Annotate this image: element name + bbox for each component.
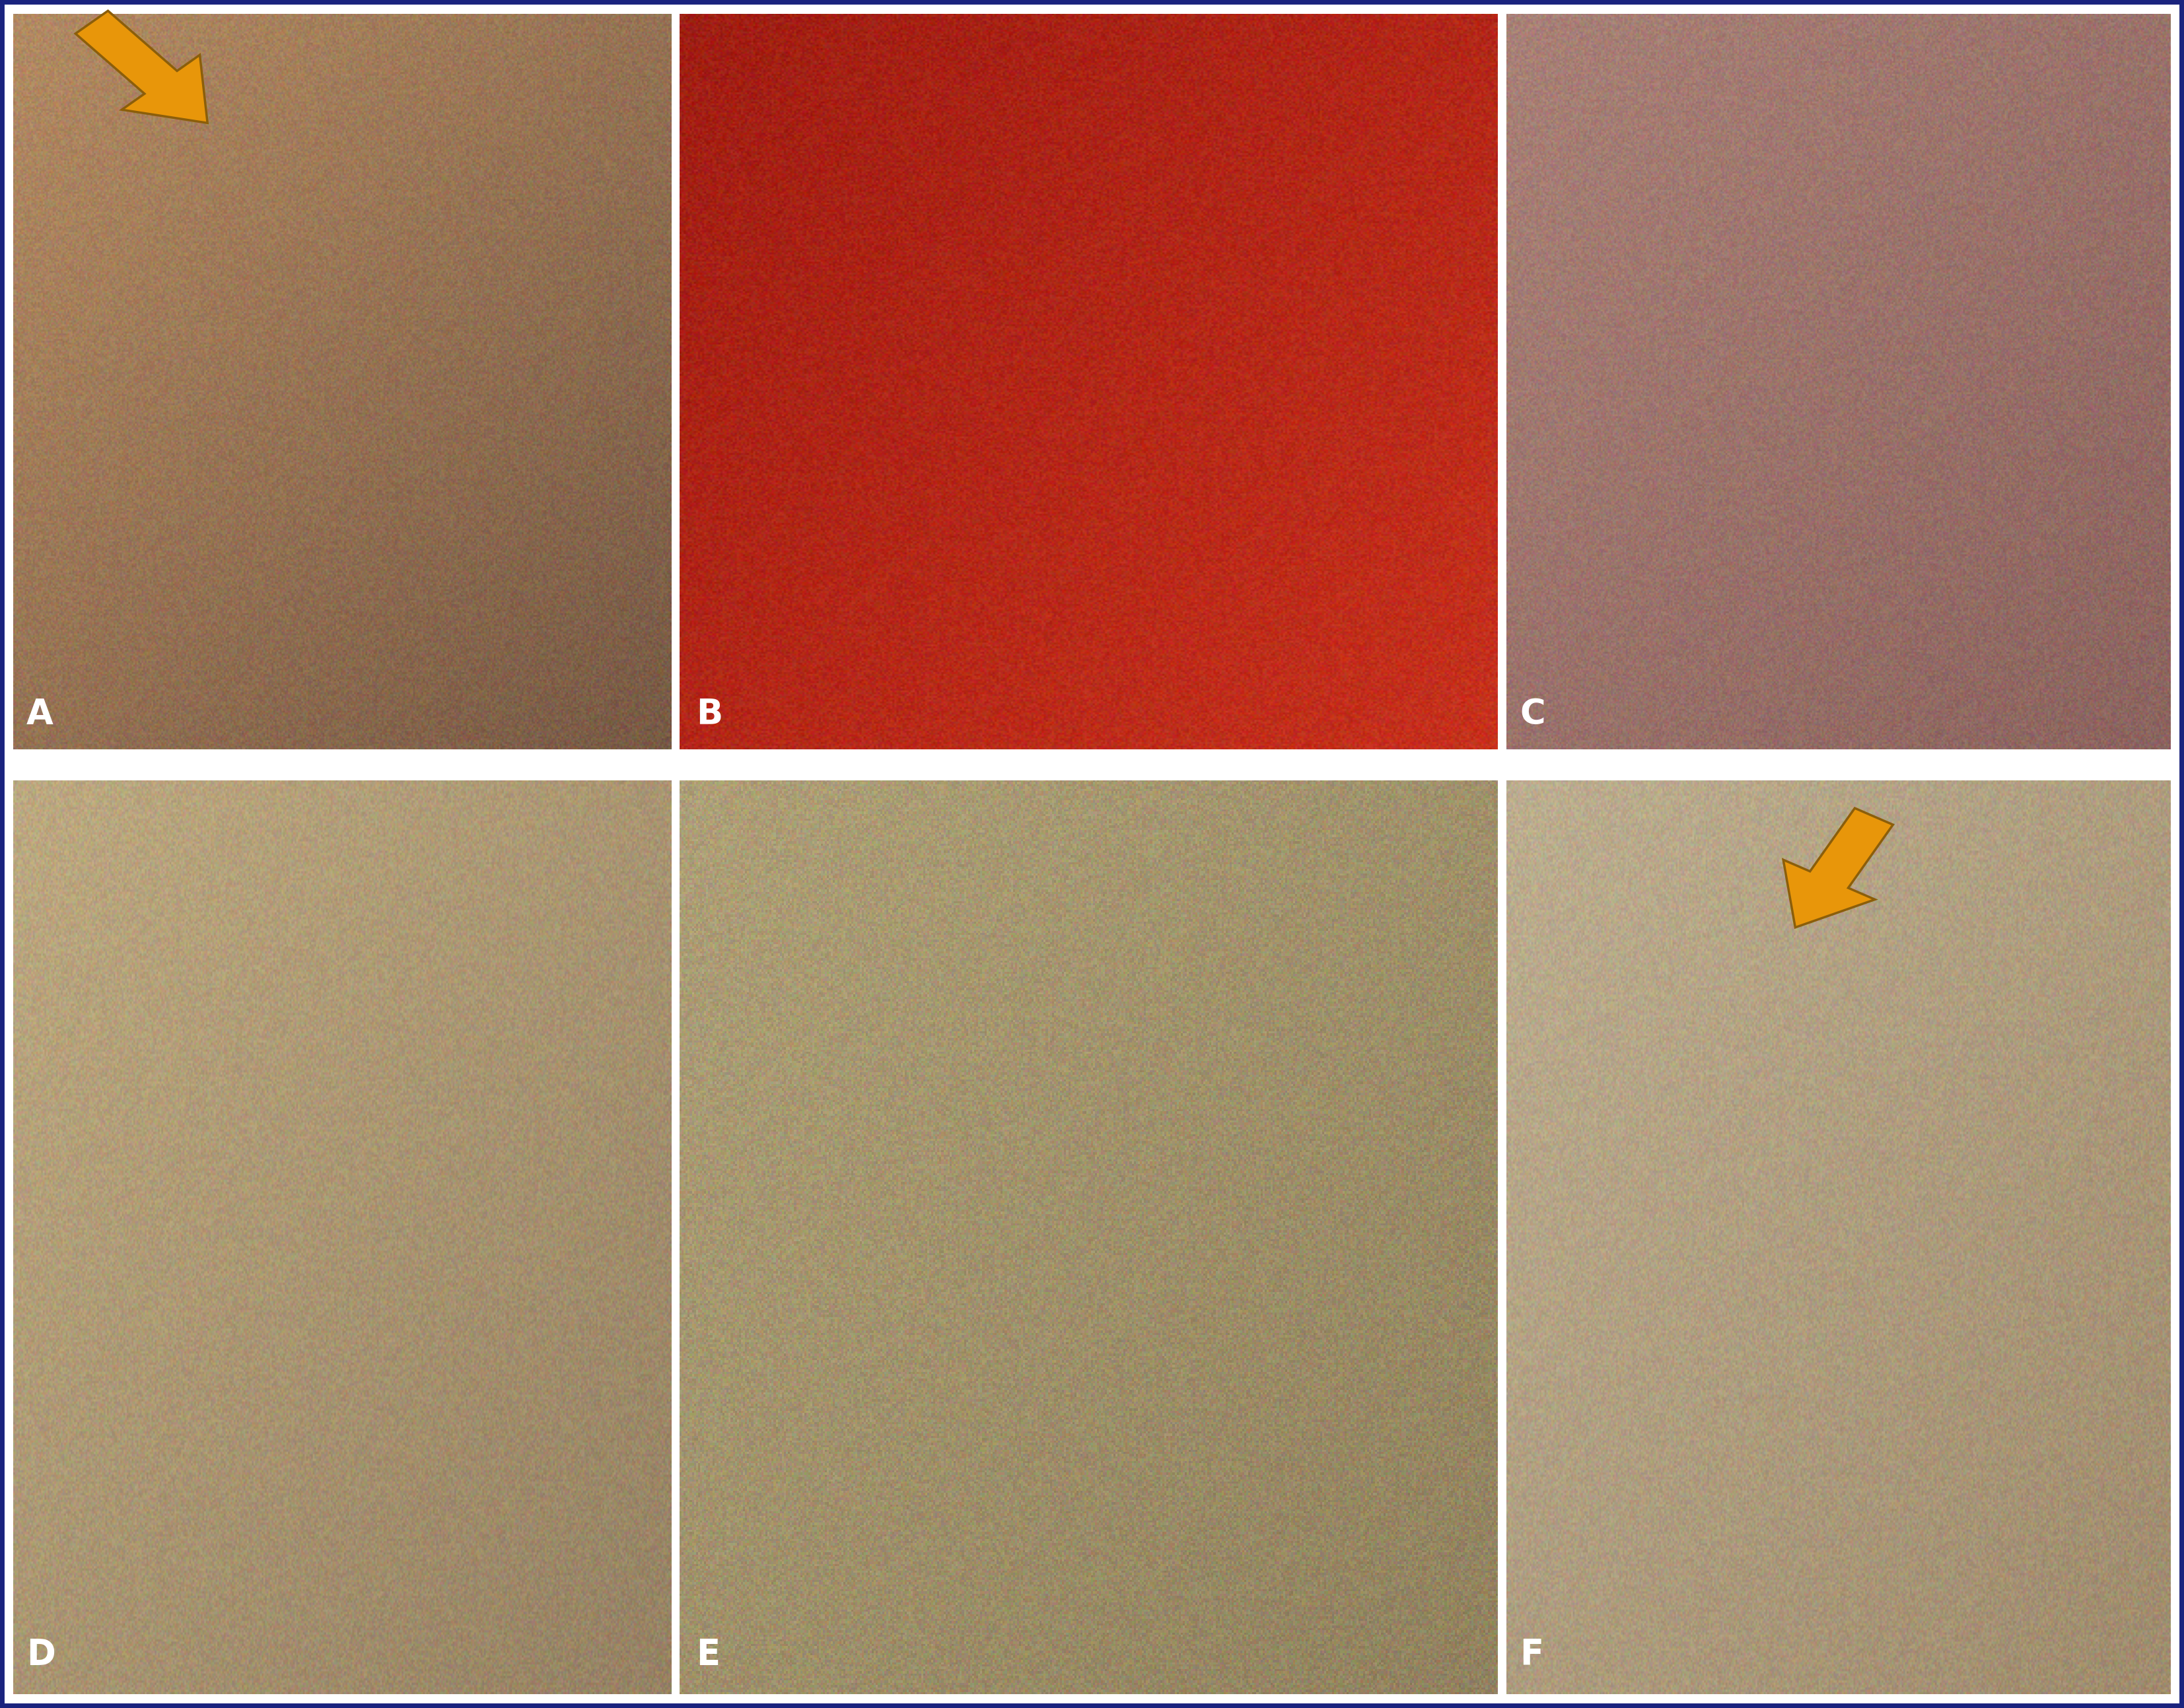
Text: F: F (1520, 1638, 1544, 1672)
Text: C: C (1520, 697, 1546, 731)
Text: D: D (26, 1638, 55, 1672)
Text: A: A (26, 697, 52, 731)
FancyArrow shape (76, 10, 207, 123)
Text: E: E (697, 1638, 721, 1672)
FancyArrow shape (1784, 808, 1894, 927)
Text: B: B (697, 697, 723, 731)
